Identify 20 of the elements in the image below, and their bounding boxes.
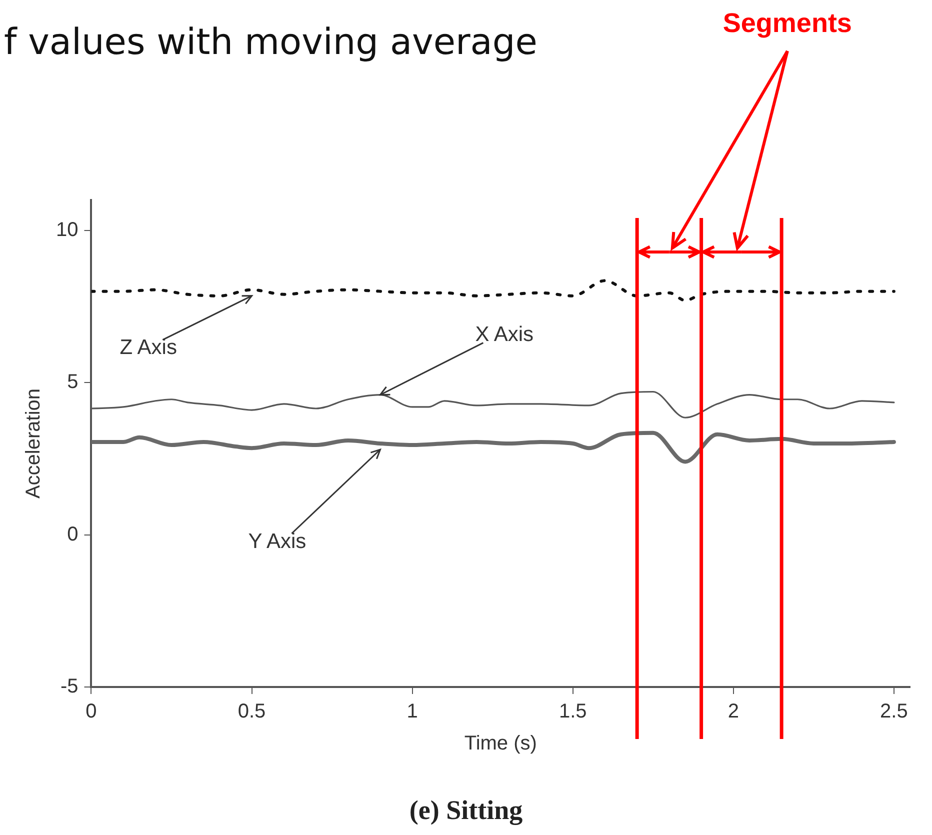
y-tick-label: -5 xyxy=(60,676,78,698)
x-tick-label: 1.5 xyxy=(558,700,587,723)
x-tick-label: 0.5 xyxy=(238,700,266,723)
y-tick-label: 10 xyxy=(56,218,78,241)
y-tick-label: 5 xyxy=(67,371,78,394)
x-tick-label: 2 xyxy=(728,700,739,723)
text: (e) Sitting xyxy=(408,795,524,826)
x-axis-title: Time (s) xyxy=(464,732,537,755)
line-series xyxy=(91,279,896,302)
y-axis-title: Acceleration xyxy=(22,388,45,499)
x-tick-label: 1 xyxy=(406,700,418,723)
x-tick-label: 0 xyxy=(86,700,97,723)
text: Segments xyxy=(722,8,852,39)
x-tick-label: 2.5 xyxy=(880,700,908,723)
line-series xyxy=(91,430,896,464)
y-tick-label: 0 xyxy=(67,523,78,546)
text: X Axis xyxy=(475,322,534,347)
text: Z Axis xyxy=(120,336,177,360)
chart-title: f values with moving average xyxy=(4,22,538,63)
text: Y Axis xyxy=(248,530,306,554)
